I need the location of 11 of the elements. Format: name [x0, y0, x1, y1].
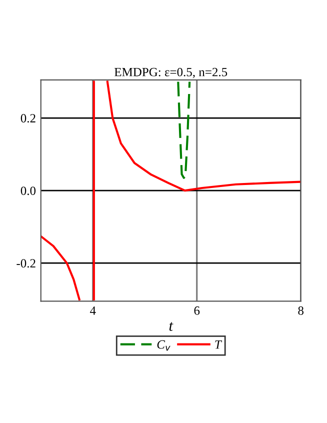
y-tick-label: -0.2 — [16, 259, 36, 268]
line-series — [177, 80, 191, 179]
chart-title: EMDPG: ε=0.5, n=2.5 — [114, 68, 228, 78]
x-axis-title: t — [169, 322, 174, 331]
x-tick-label: 4 — [90, 306, 96, 315]
x-tick-label: 8 — [298, 306, 304, 315]
y-tick-label: 0.2 — [20, 114, 36, 123]
legend-label: T — [215, 340, 222, 349]
legend-label: C$_{v}$ — [157, 340, 170, 351]
y-tick-label: 0.0 — [20, 186, 36, 196]
x-tick-label: 6 — [194, 306, 200, 315]
